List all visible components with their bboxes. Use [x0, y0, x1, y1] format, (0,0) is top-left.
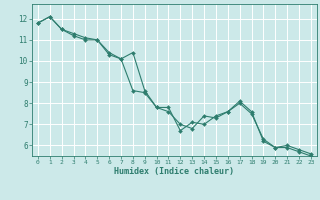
X-axis label: Humidex (Indice chaleur): Humidex (Indice chaleur) [115, 167, 234, 176]
